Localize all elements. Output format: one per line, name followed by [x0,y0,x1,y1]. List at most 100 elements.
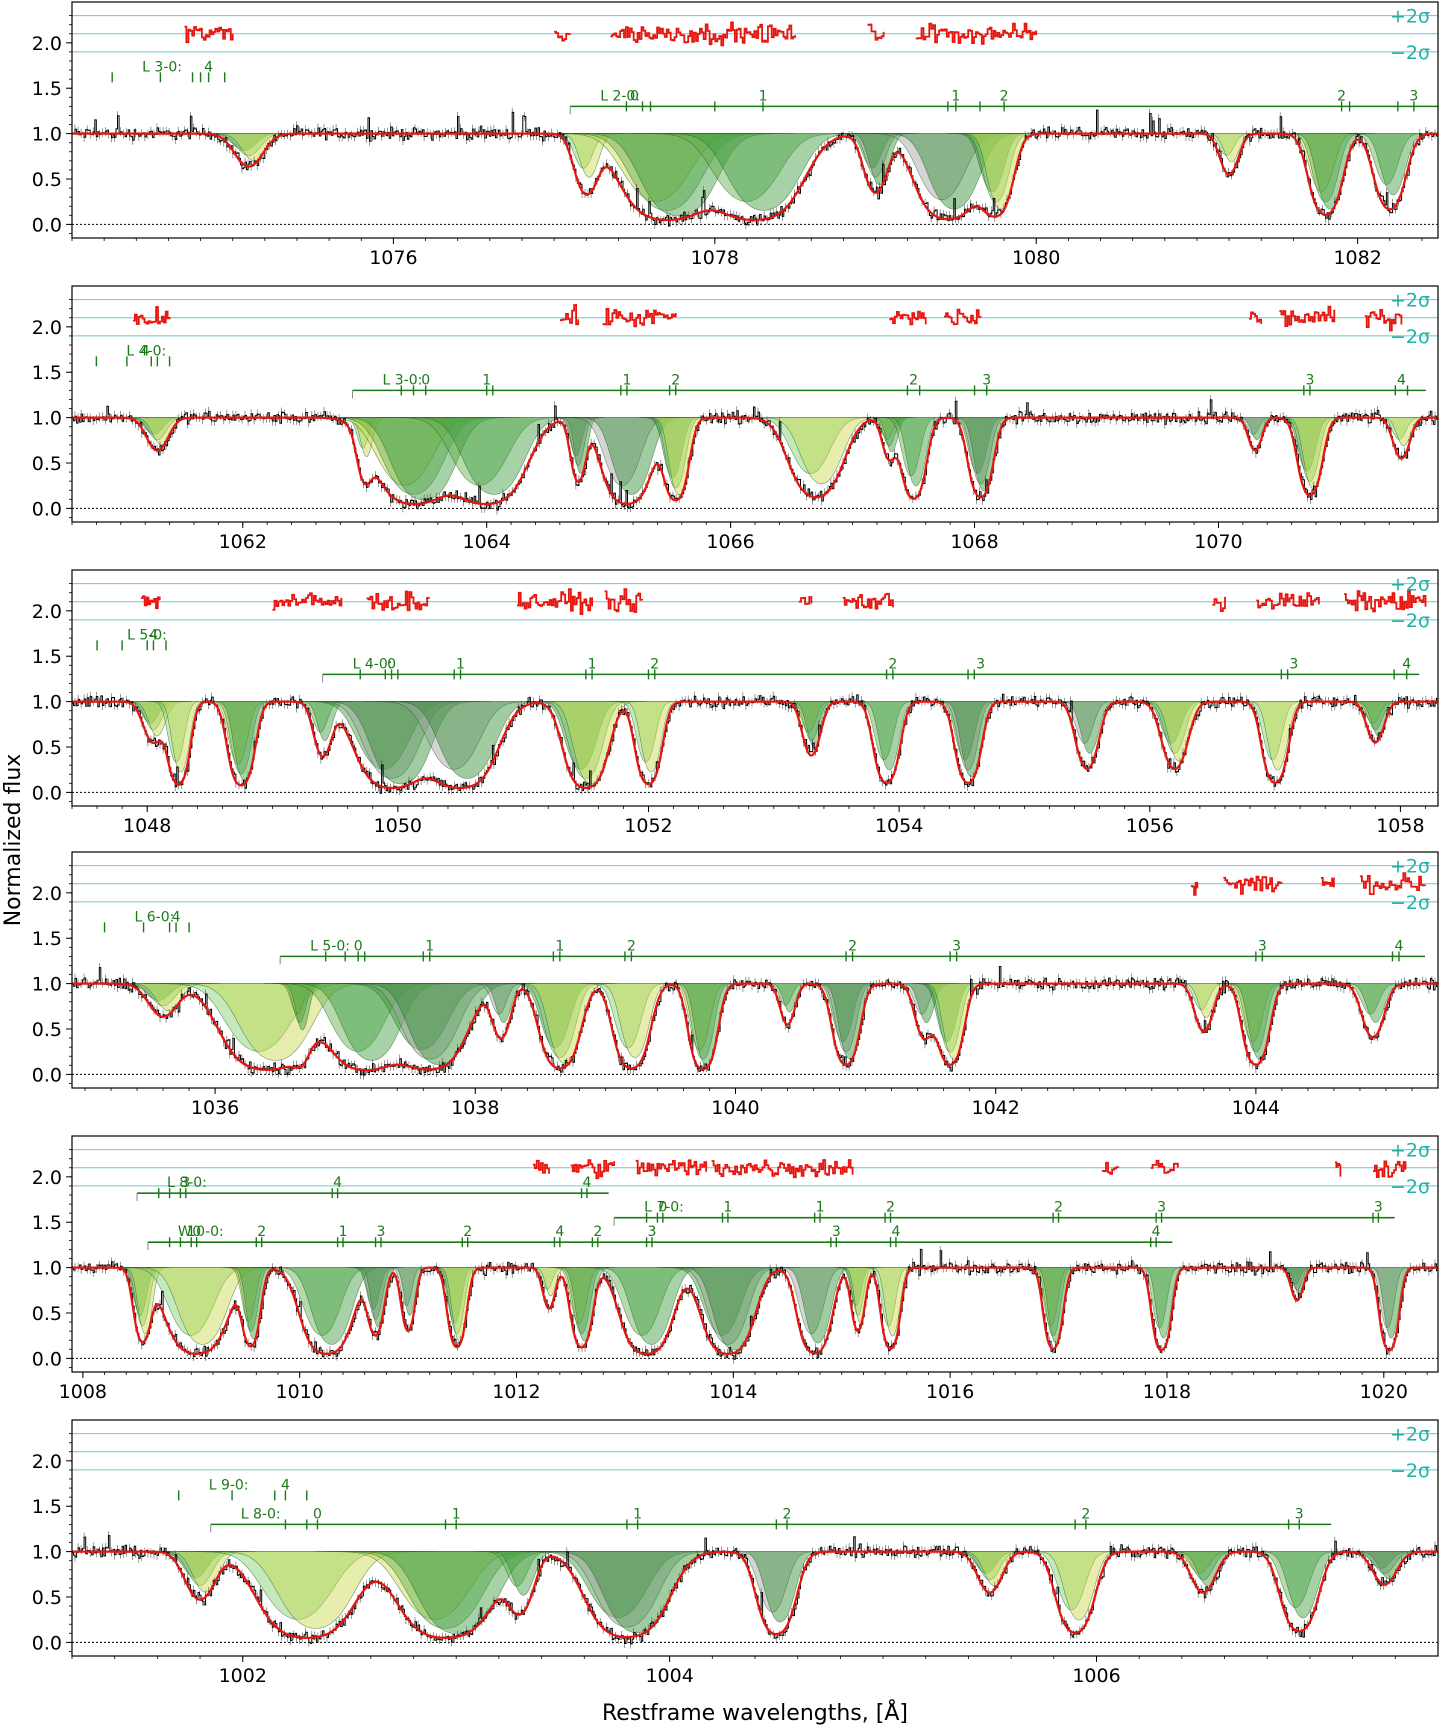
y-tick-label: 1.0 [32,974,62,996]
transition-label: 2 [1000,88,1009,104]
transition-label: 2 [1081,1506,1090,1522]
line-system-label: L 3-0: [142,59,182,75]
component-profile [377,701,558,779]
component-profile [550,133,783,211]
transition-label: 2 [627,938,636,954]
component-profile [266,1267,397,1345]
y-tick-label: 0.5 [32,169,62,191]
plot-area: L 4-0:4L 3-0:0 1 1 2 2 3 3 4 [72,299,1438,515]
transition-label: 3 [1258,938,1267,954]
component-profile [349,1267,402,1320]
transition-label: 4 [204,59,213,75]
component-profile [1054,701,1125,754]
transition-label: 3 [648,1224,657,1240]
y-tick-label: 0.0 [32,1064,62,1086]
component-profile [224,1267,277,1332]
x-tick-label: 1054 [875,815,923,837]
model-fit [72,982,1438,1072]
transition-label: 2 [650,656,659,672]
residual-segment [889,310,927,326]
component-profile [1174,983,1238,1018]
residual-segment [604,588,644,613]
transition-label: 4 [149,627,158,643]
y-tick-label: 1.5 [32,78,62,100]
component-profile [525,701,636,770]
component-profile [913,983,987,1053]
residual-segment [516,588,593,615]
transition-label: 0 [630,88,639,104]
component-profile [352,1267,405,1328]
component-profile [1237,701,1308,761]
y-tick-label: 1.5 [32,1212,62,1234]
line-system-label: W 0-0: [178,1224,224,1240]
y-tick-label: 2.0 [32,1167,62,1189]
x-tick-label: 1010 [275,1381,323,1403]
model-fit [72,700,1438,790]
component-profile [430,1267,483,1335]
y-tick-label: 0.5 [32,1303,62,1325]
x-tick-label: 1044 [1232,1097,1280,1119]
residual-segment [272,592,343,611]
x-tick-label: 1014 [709,1381,757,1403]
line-system-label: L 5-0: [127,627,167,643]
transition-label: 1 [456,656,465,672]
residual-segment [1190,881,1199,896]
spectrum-panel-6: L 9-0: 4L 8-0: 0 1 1 2 2 3 +2σ −2σ 0.0 0.5 1.0 1.5 2.0… [32,1419,1439,1687]
transition-label: 4 [281,1477,290,1493]
component-profile [154,1551,257,1593]
line-system-label: L 4-0: [353,656,393,672]
x-tick-label: 1048 [123,815,171,837]
transition-label: 1 [951,88,960,104]
residual-segment [635,1159,708,1177]
component-profile [876,417,946,477]
component-profile [345,983,534,1066]
y-tick-label: 1.5 [32,362,62,384]
transition-label: 2 [1337,88,1346,104]
line-system-label: L 5-0: [310,938,350,954]
component-profile [586,1267,717,1345]
x-tick-label: 1080 [1012,247,1060,269]
component-profile [1341,133,1432,185]
component-profile [947,133,1037,193]
component-profile [196,1551,436,1629]
transition-label: 4 [555,1224,564,1240]
transition-label: 3 [1157,1200,1166,1216]
residual-segment [133,306,171,325]
residual-segment [1364,309,1403,332]
transition-label: 2 [257,1224,266,1240]
x-tick-label: 1076 [369,247,417,269]
residual-segment [554,30,572,42]
transition-label: 4 [333,1175,342,1191]
transition-label: 3 [377,1224,386,1240]
line-system: L 5-0: 0 1 1 2 2 3 3 4 [279,938,1425,965]
line-system-label: L 8-0: [241,1506,281,1522]
x-tick-label: 1056 [1126,815,1174,837]
x-tick-label: 1020 [1360,1381,1408,1403]
x-tick-label: 1002 [219,1665,267,1687]
sigma-minus-label: −2σ [1390,42,1430,64]
sigma-plus-label: +2σ [1390,574,1430,596]
transition-label: 4 [1402,656,1411,672]
transition-label: 0 [354,938,363,954]
x-tick-label: 1040 [711,1097,759,1119]
line-system: L 8-0:3 4 4 [136,1175,609,1202]
y-tick-label: 1.0 [32,692,62,714]
panel-frame [71,1419,1439,1657]
transition-label: 0 [658,1200,667,1216]
plot-area: L 8-0:3 4 4L 7-0:0 1 1 2 2 3 3W 0-0:10 2 1 3 2 4 2 3 3 4 4 [72,1149,1438,1364]
component-profile [112,1267,269,1336]
component-profile [1165,1551,1251,1587]
residual-segment [944,308,982,326]
x-tick-label: 1006 [1072,1665,1120,1687]
residual-segment [602,308,677,328]
x-tick-label: 1004 [645,1665,693,1687]
x-tick-label: 1062 [219,531,267,553]
spectrum-panel-5: L 8-0:3 4 4L 7-0:0 1 1 2 2 3 3W 0-0:10 2 1 3 2 4 2 3 3 4 4… [32,1135,1439,1403]
transition-label: 1 [759,88,768,104]
line-system: W 0-0:10 2 1 3 2 4 2 3 3 4 4 [147,1224,1173,1251]
spectrum-panel-4: L 6-0:4L 5-0: 0 1 1 2 2 3 3 4+2σ−2σ0.00.51.01.52… [32,851,1439,1119]
plot-area: L 5-0:4L 4-0:0 1 1 2 2 3 3 4 [72,583,1438,796]
component-profile [515,1551,721,1619]
x-tick-label: 1082 [1333,247,1381,269]
transition-label: 3 [832,1224,841,1240]
